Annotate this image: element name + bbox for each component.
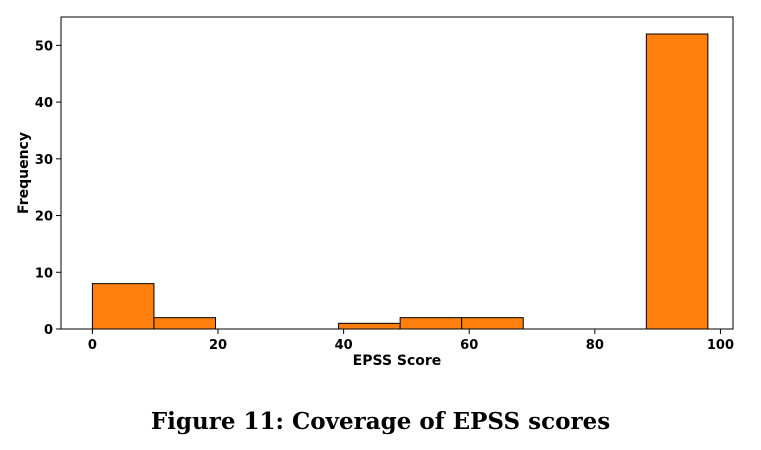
x-tick-label: 0	[88, 338, 97, 353]
x-axis-label: EPSS Score	[353, 353, 442, 369]
x-axis-ticks: 0 20 40 60 80 100	[88, 329, 734, 353]
x-tick-label: 100	[707, 338, 734, 353]
y-tick-label: 30	[35, 153, 53, 168]
x-tick-label: 60	[460, 338, 478, 353]
y-tick-label: 40	[35, 96, 53, 111]
histogram-bar	[461, 317, 524, 330]
y-tick-label: 0	[44, 323, 53, 338]
plot-frame	[60, 16, 734, 330]
histogram-bar	[645, 33, 709, 330]
x-tick-label: 80	[586, 338, 604, 353]
y-tick-label: 10	[35, 266, 53, 281]
histogram-bar	[399, 317, 463, 330]
y-axis-ticks: 0 10 20 30 40 50	[35, 39, 61, 338]
histogram-chart: 0 20 40 60 80 100 0 10 20 30 40 50 EPSS Score Freq…	[16, 16, 734, 369]
histogram-bar	[91, 283, 155, 330]
y-tick-label: 20	[35, 210, 53, 225]
y-axis-label: Frequency	[16, 132, 32, 214]
bars-group	[91, 33, 709, 330]
x-tick-label: 20	[209, 338, 227, 353]
histogram-bar	[153, 317, 216, 330]
figure-caption: Figure 11: Coverage of EPSS scores	[150, 408, 611, 435]
y-tick-label: 50	[35, 39, 53, 54]
histogram-bar	[338, 322, 401, 330]
x-tick-label: 40	[335, 338, 353, 353]
